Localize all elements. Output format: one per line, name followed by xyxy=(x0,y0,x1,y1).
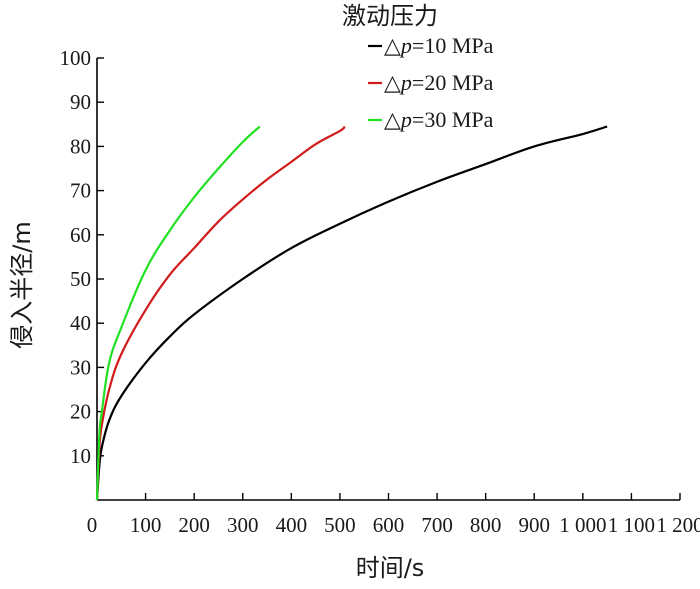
x-tick-label: 100 xyxy=(130,513,162,537)
legend-item: △p=20 MPa xyxy=(368,70,494,95)
x-tick-label: 900 xyxy=(519,513,551,537)
y-tick-label: 50 xyxy=(70,267,91,291)
x-tick-label: 1 000 xyxy=(559,513,606,537)
legend-items: △p=10 MPa △p=20 MPa △p=30 MPa xyxy=(368,33,494,132)
x-tick-label: 700 xyxy=(421,513,453,537)
y-ticks: 10 20 30 40 50 60 70 80 90 100 xyxy=(60,46,104,468)
y-tick-label: 100 xyxy=(60,46,92,70)
y-tick-label: 30 xyxy=(70,355,91,379)
x-tick-label: 800 xyxy=(470,513,502,537)
series-line-1 xyxy=(95,125,608,501)
axes: 0 100 200 300 400 500 600 700 800 900 1 000 1 100 1 … xyxy=(60,46,700,537)
x-tick-label: 500 xyxy=(324,513,356,537)
legend-label: △p=30 MPa xyxy=(384,107,494,132)
y-tick-label: 90 xyxy=(70,90,91,114)
x-tick-label: 400 xyxy=(276,513,308,537)
legend: 激动压力 △p=10 MPa △p=20 MPa △p=30 MPa xyxy=(342,2,494,132)
series-line-2 xyxy=(95,125,346,501)
legend-title: 激动压力 xyxy=(342,2,438,30)
legend-item: △p=30 MPa xyxy=(368,107,494,132)
y-tick-label: 10 xyxy=(70,444,91,468)
y-tick-label: 20 xyxy=(70,400,91,424)
x-tick-label: 300 xyxy=(227,513,259,537)
legend-label: △p=20 MPa xyxy=(384,70,494,95)
x-axis-label: 时间/s xyxy=(356,554,425,582)
x-tick-label: 0 xyxy=(87,513,98,537)
x-tick-label: 1 100 xyxy=(608,513,655,537)
y-tick-label: 60 xyxy=(70,223,91,247)
legend-item: △p=10 MPa xyxy=(368,33,494,58)
series-line-3 xyxy=(95,125,261,501)
x-tick-label: 1 200 xyxy=(656,513,700,537)
y-tick-label: 70 xyxy=(70,179,91,203)
y-axis-label: 侵入半径/m xyxy=(8,221,36,348)
x-ticks: 0 100 200 300 400 500 600 700 800 900 1 000 1 100 1 … xyxy=(87,493,700,537)
plot-area xyxy=(95,125,608,501)
legend-label: △p=10 MPa xyxy=(384,33,494,58)
y-tick-label: 40 xyxy=(70,311,91,335)
x-tick-label: 600 xyxy=(373,513,405,537)
y-tick-label: 80 xyxy=(70,134,91,158)
x-tick-label: 200 xyxy=(178,513,210,537)
